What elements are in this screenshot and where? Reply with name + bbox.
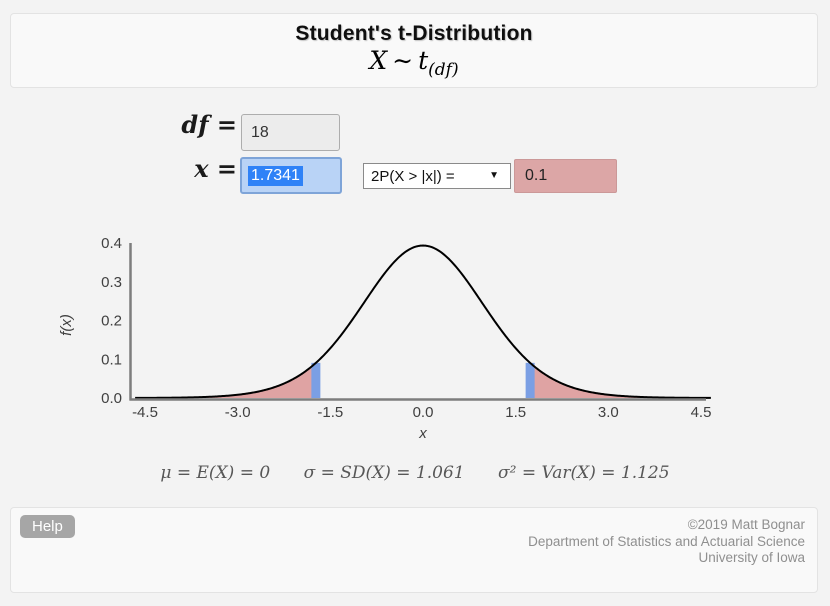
y-tick-label: 0.3 bbox=[101, 274, 122, 291]
x-tick-label: 3.0 bbox=[598, 404, 619, 421]
distribution-stats: μ = E(X) = 0 σ = SD(X) = 1.061 σ² = Var(… bbox=[0, 463, 830, 483]
formula-distribution: t bbox=[418, 46, 429, 75]
x-tick-label: 0.0 bbox=[413, 404, 434, 421]
x-tick-label: 4.5 bbox=[691, 404, 712, 421]
stat-variance: σ² = Var(X) = 1.125 bbox=[498, 463, 670, 483]
stat-sd: σ = SD(X) = 1.061 bbox=[303, 463, 465, 483]
y-tick-label: 0.1 bbox=[101, 351, 122, 368]
x-tick-label: -3.0 bbox=[225, 404, 251, 421]
x-input[interactable]: 1.7341 bbox=[240, 157, 342, 194]
density-curve bbox=[135, 244, 711, 399]
credit-university: University of Iowa bbox=[698, 550, 805, 565]
x-label: x = bbox=[194, 154, 237, 183]
probability-mode-select[interactable]: 2P(X > |x|) = bbox=[363, 163, 511, 189]
probability-result-input[interactable] bbox=[514, 159, 617, 193]
formula-tilde: ∼ bbox=[392, 46, 414, 75]
header-panel: Student's t-Distribution X ∼ t(df) bbox=[10, 13, 818, 88]
credit-copyright: ©2019 Matt Bognar bbox=[687, 517, 805, 532]
footer-panel: Help ©2019 Matt Bognar Department of Sta… bbox=[10, 507, 818, 593]
formula-variable: X bbox=[369, 46, 388, 75]
right-cutoff-marker bbox=[525, 362, 535, 398]
stat-mean: μ = E(X) = 0 bbox=[160, 463, 271, 483]
df-input[interactable] bbox=[241, 114, 340, 151]
x-tick-label: -4.5 bbox=[132, 404, 158, 421]
footer-credits: ©2019 Matt Bognar Department of Statisti… bbox=[528, 517, 805, 567]
probability-mode-select-wrap: 2P(X > |x|) = ▼ bbox=[363, 163, 511, 189]
x-tick-label: 1.5 bbox=[505, 404, 526, 421]
distribution-formula: X ∼ t(df) bbox=[11, 46, 817, 80]
y-tick-label: 0.4 bbox=[101, 235, 122, 252]
df-label: df = bbox=[181, 110, 237, 139]
x-axis-title: x bbox=[418, 425, 427, 442]
y-tick-label: 0.0 bbox=[101, 390, 122, 407]
distribution-chart: -4.5 -3.0 -1.5 0.0 1.5 3.0 4.5 0.0 0.1 0.2 0.3 0.4 x… bbox=[58, 235, 712, 442]
y-tick-label: 0.2 bbox=[101, 313, 122, 330]
y-axis-title: f(x) bbox=[58, 314, 75, 336]
x-tick-label: -1.5 bbox=[317, 404, 343, 421]
formula-subscript: (df) bbox=[428, 60, 459, 80]
page-title: Student's t-Distribution bbox=[295, 22, 533, 45]
credit-department: Department of Statistics and Actuarial S… bbox=[528, 533, 805, 549]
left-cutoff-marker bbox=[311, 362, 321, 398]
help-button[interactable]: Help bbox=[20, 515, 75, 538]
x-input-selected-text: 1.7341 bbox=[248, 165, 303, 186]
